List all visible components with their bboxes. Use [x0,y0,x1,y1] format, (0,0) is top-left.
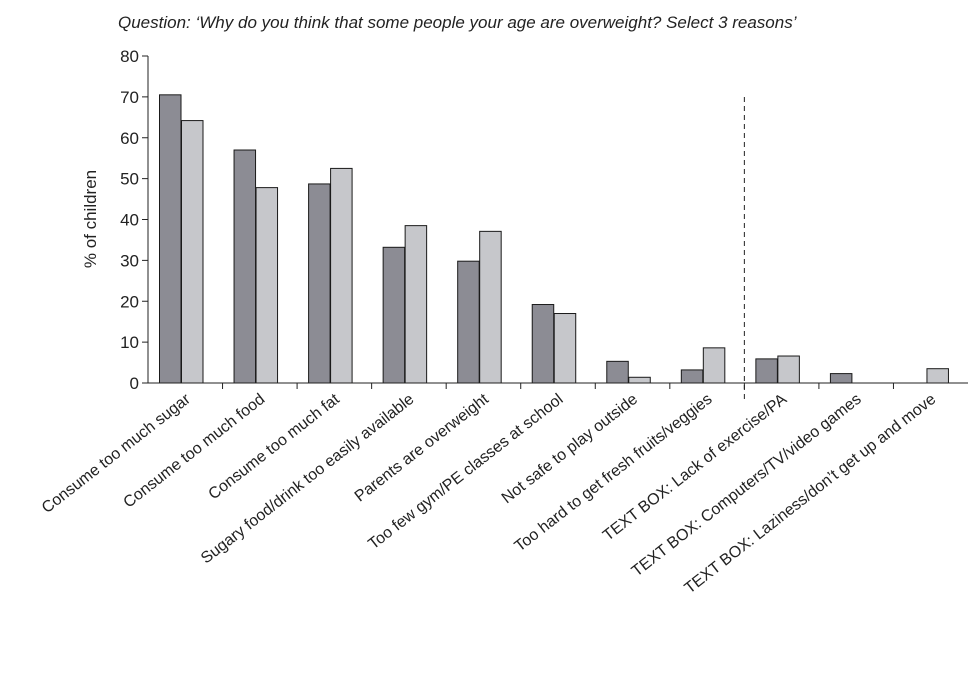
bar-series-1-category-2 [233,149,257,384]
y-tick-label: 50 [120,170,139,189]
bar-series-1-category-8 [680,369,704,384]
bar-series-2-category-2 [255,187,279,384]
y-axis: 0 10 20 30 40 50 60 70 80 [120,47,149,393]
y-tick-label: 20 [120,292,139,311]
x-tick-label: Parents are overweight [352,390,493,505]
y-tick-label: 70 [120,88,139,107]
x-tick-label: Consume too much fat [206,390,344,503]
bar-series-2-category-4 [404,225,428,384]
y-tick-label: 0 [130,374,139,393]
y-tick-label: 30 [120,251,139,270]
bar-series-1-category-6 [531,304,555,384]
y-tick-label: 80 [120,47,139,66]
y-axis-label: % of children [81,170,100,268]
bars [159,94,949,384]
y-tick-label: 60 [120,129,139,148]
bar-series-1-category-10 [829,373,853,384]
bar-series-2-category-7 [628,376,651,384]
x-tick-label: Consume too much sugar [39,390,194,517]
y-tick-label: 10 [120,333,139,352]
bar-series-2-category-5 [479,230,502,384]
bar-series-2-category-8 [702,347,726,384]
bar-series-1-category-9 [755,358,778,384]
bar-series-1-category-3 [308,183,331,384]
bar-series-2-category-9 [777,355,800,384]
x-tick-label: TEXT BOX: Laziness/don’t get up and move [682,391,940,598]
bar-series-2-category-6 [553,313,577,384]
bar-series-1-category-4 [382,246,406,384]
bar-series-2-category-1 [181,120,204,384]
x-tick-label: Not safe to play outside [499,391,641,507]
bar-series-2-category-11 [926,368,949,384]
bar-series-2-category-3 [330,167,353,384]
bar-series-1-category-5 [457,260,480,384]
x-tick-label: Consume too much food [120,391,268,512]
bar-series-1-category-7 [606,360,629,384]
chart-subtitle: Question: ‘Why do you think that some pe… [118,13,797,32]
bar-series-1-category-1 [159,94,182,384]
y-tick-label: 40 [120,211,139,230]
